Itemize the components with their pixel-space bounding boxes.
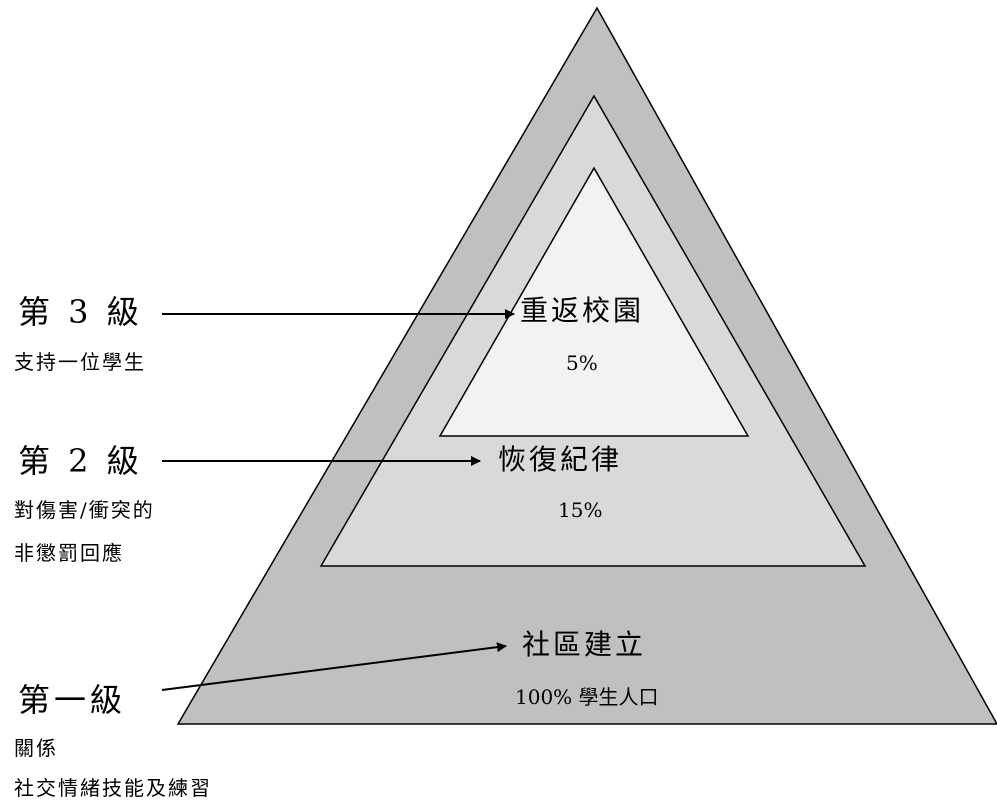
tier-1-title: 社區建立 [522, 628, 647, 661]
tier-2-title: 恢復紀律 [498, 443, 623, 476]
level-1-title: 第一級 [18, 681, 127, 719]
level-2-desc-line-1: 對傷害/衝突的 [14, 498, 155, 522]
tier-3-percent: 5% [566, 351, 598, 375]
tier-2-percent: 15% [558, 498, 603, 522]
arrow-level-1 [161, 642, 507, 691]
inner-triangle [438, 166, 750, 437]
level-2-title: 第 2 級 [18, 442, 143, 480]
tier-3-title: 重返校園 [520, 294, 645, 327]
level-3-title: 第 3 級 [18, 293, 143, 331]
tier-1-percent: 100% 學生人口 [515, 685, 659, 709]
level-1-desc-line-1: 關係 [14, 736, 58, 760]
level-1-desc-line-2: 社交情緒技能及練習 [14, 776, 212, 800]
level-2-desc-line-2: 非懲罰回應 [14, 541, 124, 565]
level-3-desc-line-1: 支持一位學生 [14, 350, 146, 374]
